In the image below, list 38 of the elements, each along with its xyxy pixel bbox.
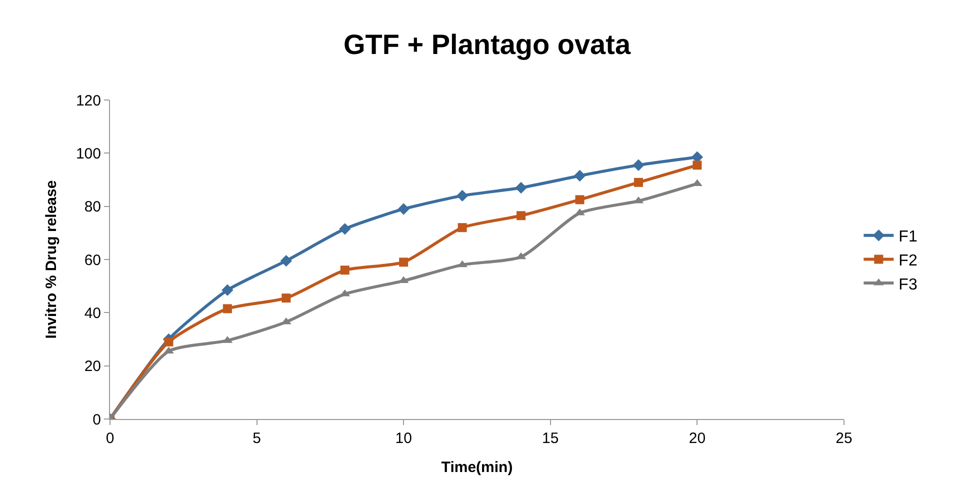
legend-label: F3 [898,276,918,294]
point [280,254,292,267]
point [222,304,232,314]
x-axis-title: Time(min) [441,459,513,476]
point [339,223,351,235]
y-tick-label: 60 [84,252,101,269]
y-tick-label: 100 [76,145,101,162]
point [574,170,586,182]
point [634,178,643,187]
point [458,223,467,232]
y-tick-label: 40 [84,304,101,322]
point [282,294,291,303]
point [515,182,527,194]
x-tick-label: 25 [836,430,852,447]
point [574,208,585,216]
y-axis-title: Invitro % Drug release [43,180,60,339]
legend-label: F2 [898,252,918,270]
point [692,160,702,170]
x-tick-label: 5 [252,430,261,447]
point [456,190,468,202]
point [575,195,584,204]
x-tick-label: 10 [395,430,412,447]
point [340,266,350,275]
y-tick-label: 0 [92,411,101,428]
point [398,203,410,215]
point [222,284,234,296]
x-tick-label: 20 [688,430,706,447]
point [516,211,526,220]
y-tick-label: 80 [84,198,101,216]
chart-title: GTF + Plantago ovata [343,28,631,60]
point [399,258,408,267]
point [164,337,174,346]
y-tick-label: 20 [84,358,101,376]
x-tick-label: 0 [106,430,114,447]
y-tick-label: 120 [76,92,101,110]
x-tick-label: 15 [542,430,559,447]
legend-label: F1 [898,228,918,246]
point [632,159,644,171]
